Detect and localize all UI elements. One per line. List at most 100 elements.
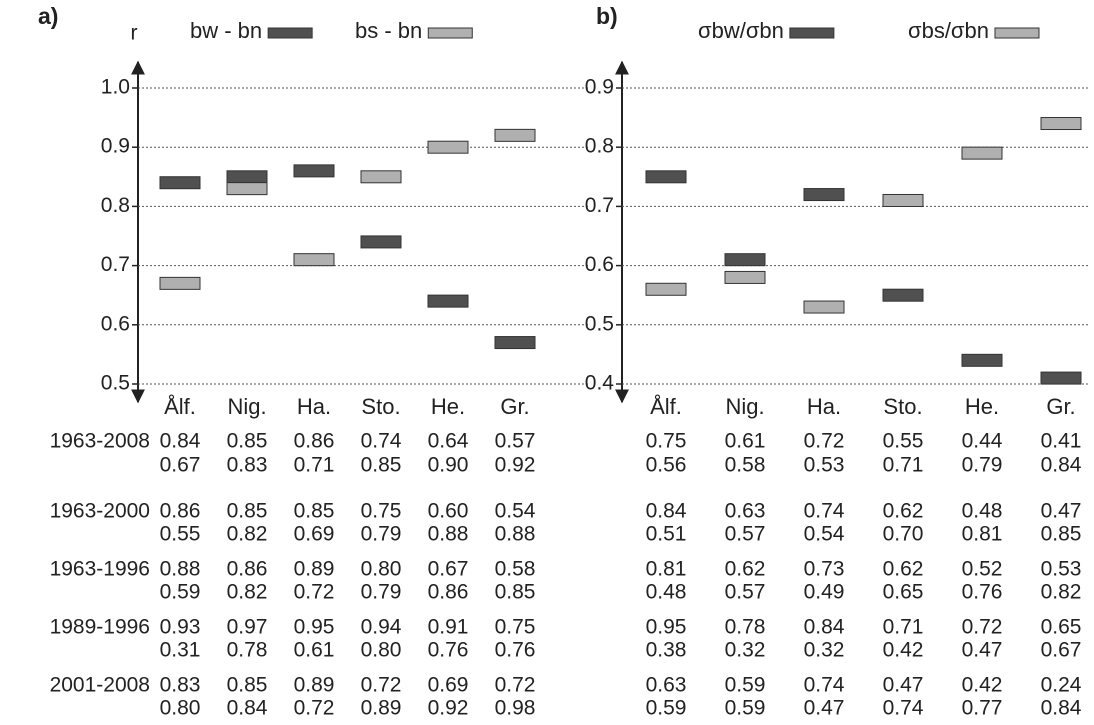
table-cell: 0.86: [294, 430, 335, 453]
table-cell: 0.82: [1041, 581, 1082, 604]
table-cell: 0.92: [495, 454, 536, 477]
table-cell: 0.79: [361, 523, 402, 546]
x-tick-label: Ha.: [807, 394, 841, 419]
table-cell: 0.78: [227, 639, 268, 662]
table-cell: 0.83: [227, 454, 268, 477]
table-cell: 0.97: [227, 616, 268, 639]
bar-marker: [961, 353, 1003, 367]
table-cell: 0.72: [495, 674, 536, 697]
table-cell: 0.81: [962, 523, 1003, 546]
table-cell: 0.54: [804, 523, 845, 546]
table-cell: 0.79: [361, 581, 402, 604]
table-cell: 0.69: [428, 674, 469, 697]
table-cell: 0.58: [495, 558, 536, 581]
y-tick-label: 0.7: [585, 194, 614, 217]
table-cell: 0.59: [725, 697, 766, 720]
table-cell: 0.56: [646, 454, 687, 477]
table-cell: 0.85: [227, 500, 268, 523]
table-cell: 0.63: [725, 500, 766, 523]
table-cell: 0.95: [294, 616, 335, 639]
table-cell: 0.80: [160, 697, 201, 720]
row-label: 1963-1996: [50, 558, 150, 581]
table-cell: 0.32: [804, 639, 845, 662]
table-cell: 0.72: [361, 674, 402, 697]
table-cell: 0.57: [725, 523, 766, 546]
table-cell: 0.80: [361, 639, 402, 662]
bar-marker: [293, 253, 335, 267]
y-tick-label: 0.4: [585, 372, 615, 395]
y-tick-label: 0.6: [585, 253, 614, 276]
legend-swatch: [789, 27, 835, 39]
bar-marker: [293, 164, 335, 178]
bar-marker: [360, 235, 402, 249]
legend-label: σbw/σbn: [698, 18, 784, 43]
table-cell: 0.85: [227, 674, 268, 697]
table-cell: 0.95: [646, 616, 687, 639]
legend-swatch: [994, 27, 1040, 39]
table-cell: 0.84: [227, 697, 268, 720]
table-cell: 0.57: [495, 430, 536, 453]
table-cell: 0.78: [725, 616, 766, 639]
table-cell: 0.67: [1041, 639, 1082, 662]
table-cell: 0.53: [1041, 558, 1082, 581]
row-label: 1989-1996: [50, 616, 150, 639]
table-cell: 0.47: [883, 674, 924, 697]
bar-marker: [159, 176, 201, 190]
panel-label: a): [38, 3, 58, 29]
table-cell: 0.75: [495, 616, 536, 639]
bar-marker: [494, 128, 536, 142]
table-cell: 0.67: [428, 558, 469, 581]
table-cell: 0.85: [495, 581, 536, 604]
y-tick-label: 0.8: [585, 135, 614, 158]
x-tick-label: Ålf.: [164, 394, 196, 419]
x-tick-label: Ålf.: [650, 394, 682, 419]
table-cell: 0.74: [804, 674, 845, 697]
x-tick-label: He.: [965, 394, 999, 419]
y-tick-label: 0.9: [101, 135, 130, 158]
table-cell: 0.60: [428, 500, 469, 523]
table-cell: 0.71: [883, 616, 924, 639]
y-tick-label: 0.9: [585, 76, 614, 99]
table-cell: 0.31: [160, 639, 201, 662]
table-cell: 0.55: [160, 523, 201, 546]
table-cell: 0.48: [646, 581, 687, 604]
bar-marker: [803, 188, 845, 202]
table-cell: 0.82: [227, 523, 268, 546]
table-cell: 0.93: [160, 616, 201, 639]
table-cell: 0.59: [725, 674, 766, 697]
x-tick-label: Sto.: [883, 394, 922, 419]
table-cell: 0.76: [428, 639, 469, 662]
table-cell: 0.59: [646, 697, 687, 720]
table-cell: 0.89: [294, 558, 335, 581]
bar-marker: [226, 170, 268, 184]
table-cell: 0.58: [725, 454, 766, 477]
table-cell: 0.89: [294, 674, 335, 697]
table-cell: 0.79: [962, 454, 1003, 477]
bar-marker: [724, 253, 766, 267]
bar-marker: [360, 170, 402, 184]
y-axis-label: r: [131, 22, 138, 45]
table-cell: 0.24: [1041, 674, 1082, 697]
table-cell: 0.86: [160, 500, 201, 523]
x-tick-label: Sto.: [361, 394, 400, 419]
y-tick-label: 0.8: [101, 194, 130, 217]
table-cell: 0.85: [361, 454, 402, 477]
x-tick-label: Gr.: [1046, 394, 1075, 419]
bar-marker: [226, 182, 268, 196]
bar-marker: [427, 140, 469, 154]
table-cell: 0.84: [1041, 454, 1082, 477]
table-cell: 0.85: [1041, 523, 1082, 546]
table-cell: 0.32: [725, 639, 766, 662]
table-cell: 0.69: [294, 523, 335, 546]
table-cell: 0.92: [428, 697, 469, 720]
table-cell: 0.70: [883, 523, 924, 546]
table-cell: 0.91: [428, 616, 469, 639]
table-cell: 0.74: [883, 697, 924, 720]
table-cell: 0.63: [646, 674, 687, 697]
bar-marker: [1040, 117, 1082, 131]
table-cell: 0.86: [428, 581, 469, 604]
y-tick-label: 0.5: [101, 372, 130, 395]
table-cell: 0.84: [1041, 697, 1082, 720]
table-cell: 0.61: [725, 430, 766, 453]
